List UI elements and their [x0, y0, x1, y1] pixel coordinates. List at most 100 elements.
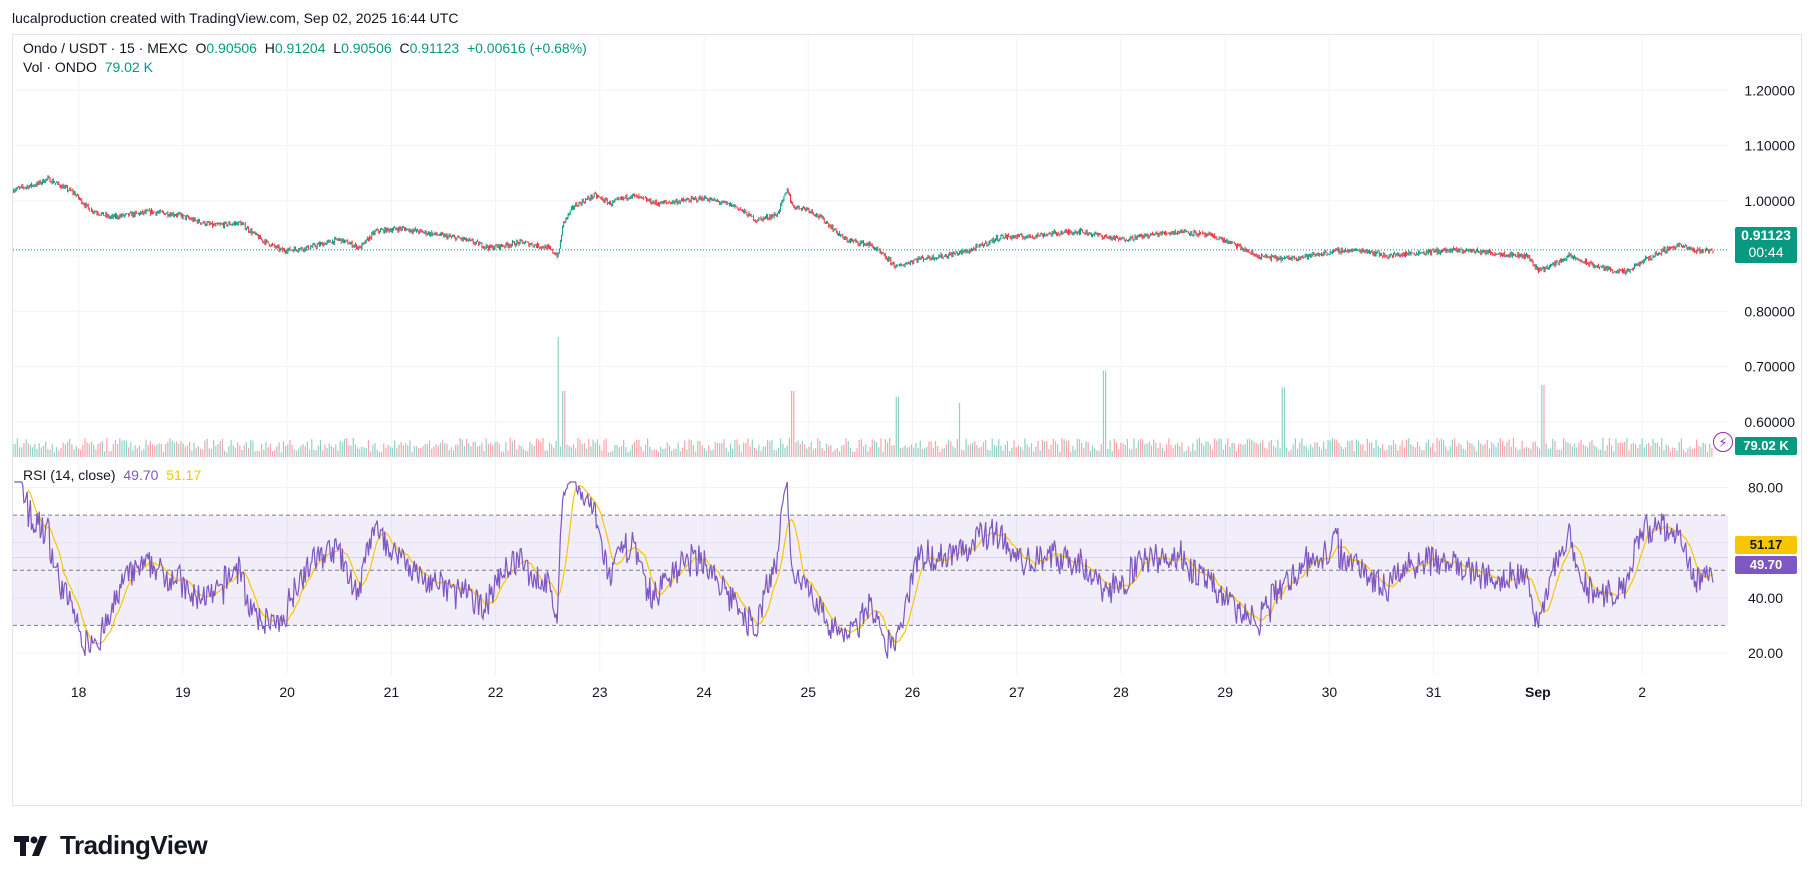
volume-bar [97, 443, 99, 457]
volume-bar [817, 438, 819, 457]
rsi-tag: 49.70 [1735, 556, 1797, 574]
volume-bar [1059, 451, 1061, 457]
rsi-legend[interactable]: RSI (14, close) 49.70 51.17 [23, 467, 201, 483]
volume-bar [1506, 442, 1508, 457]
volume-bar [1386, 449, 1388, 457]
volume-bar [535, 438, 538, 457]
lightning-icon[interactable]: ⚡ [1713, 432, 1733, 452]
volume-bar [570, 447, 572, 457]
volume-bar [86, 442, 88, 457]
volume-bar [127, 447, 130, 457]
x-tick-label: Sep [1525, 684, 1551, 700]
volume-bar [343, 439, 346, 457]
volume-bar [117, 443, 119, 457]
volume-bar [47, 449, 49, 457]
volume-bar [1272, 445, 1275, 457]
volume-bar [1438, 440, 1440, 457]
volume-bar [237, 442, 239, 457]
volume-bar [306, 441, 309, 457]
volume-bar [1626, 438, 1628, 457]
tradingview-logo[interactable]: TradingView [14, 830, 208, 861]
volume-bar [1085, 441, 1087, 457]
volume-bar [352, 437, 354, 457]
volume-bar [572, 444, 575, 457]
volume-bar [1296, 448, 1299, 457]
volume-bar [1078, 439, 1081, 457]
volume-bar [653, 449, 655, 457]
volume-bar [1458, 443, 1460, 457]
volume-bar [557, 337, 559, 457]
volume-bar [1198, 437, 1201, 457]
volume-bar [636, 439, 638, 457]
volume-bar [729, 443, 732, 457]
volume-bar [760, 450, 762, 457]
volume-bar [642, 451, 644, 457]
chart-frame[interactable]: 18 19 20 21 22 23 24 25 26 27 28 29 30 31 Sep 2 0.60000 0… [12, 34, 1802, 806]
volume-bar [463, 446, 466, 457]
volume-bar [424, 443, 426, 457]
volume-bar [1129, 449, 1131, 457]
volume-bar [747, 438, 749, 457]
volume-bar [1238, 443, 1240, 457]
volume-bar [426, 444, 428, 457]
volume-bar [1303, 445, 1305, 457]
volume-bar [1704, 443, 1706, 457]
volume-bar [1194, 450, 1196, 457]
volume-bar [631, 444, 633, 457]
volume-bar [921, 449, 924, 457]
volume-bar [1360, 444, 1362, 457]
symbol-label[interactable]: Ondo / USDT · 15 · MEXC [23, 40, 188, 56]
close-label: C [399, 40, 410, 56]
volume-bar [398, 444, 400, 457]
volume-bar [84, 438, 86, 457]
volume-bar [753, 447, 756, 457]
volume-bar [380, 451, 383, 457]
volume-bar [1347, 440, 1349, 457]
volume-bar [971, 442, 974, 457]
volume-bar [1054, 441, 1057, 457]
volume-bar [223, 450, 226, 457]
volume-bar [1401, 440, 1403, 457]
volume-bar [1381, 443, 1384, 457]
volume-bar [304, 446, 306, 457]
volume-bar [1621, 442, 1624, 457]
volume-bar [300, 445, 302, 457]
volume-bar [762, 446, 764, 457]
volume-bar [1477, 440, 1480, 457]
volume-bar [1307, 450, 1310, 457]
volume-bar [889, 437, 891, 457]
volume-bar [1115, 442, 1118, 457]
volume-bar [330, 445, 333, 457]
chart-canvas[interactable]: 18 19 20 21 22 23 24 25 26 27 28 29 30 31 Sep 2 0.60000 0… [13, 35, 1801, 805]
volume-bar [1488, 448, 1491, 457]
volume-bar [1310, 444, 1312, 457]
volume-bar [400, 442, 402, 457]
volume-bar [1292, 444, 1294, 457]
volume-bar [1414, 447, 1416, 457]
volume-bar [1229, 446, 1231, 457]
volume-bar [71, 444, 73, 457]
volume-bar [267, 447, 269, 457]
volume-bar [732, 448, 734, 457]
volume-bar [1525, 446, 1528, 457]
volume-bar [1637, 448, 1639, 457]
volume-legend[interactable]: Vol · ONDO 79.02 K [23, 59, 153, 75]
volume-bar [420, 448, 422, 457]
volume-bar [644, 444, 647, 457]
volume-bar [335, 444, 337, 457]
volume-bar [457, 444, 459, 457]
volume-bar [472, 442, 474, 457]
volume-bar [1672, 447, 1674, 457]
volume-bar [1094, 448, 1096, 457]
volume-bar [1242, 444, 1244, 457]
volume-bar [956, 439, 958, 457]
volume-bar [520, 445, 522, 457]
x-tick-label: 28 [1113, 684, 1129, 700]
volume-bar [751, 439, 753, 457]
volume-bar [322, 451, 324, 457]
volume-bar [1434, 451, 1436, 457]
volume-bar [941, 448, 943, 457]
volume-bar [585, 448, 588, 457]
rsi-ma-value: 51.17 [166, 467, 202, 483]
volume-bar [1081, 442, 1083, 457]
